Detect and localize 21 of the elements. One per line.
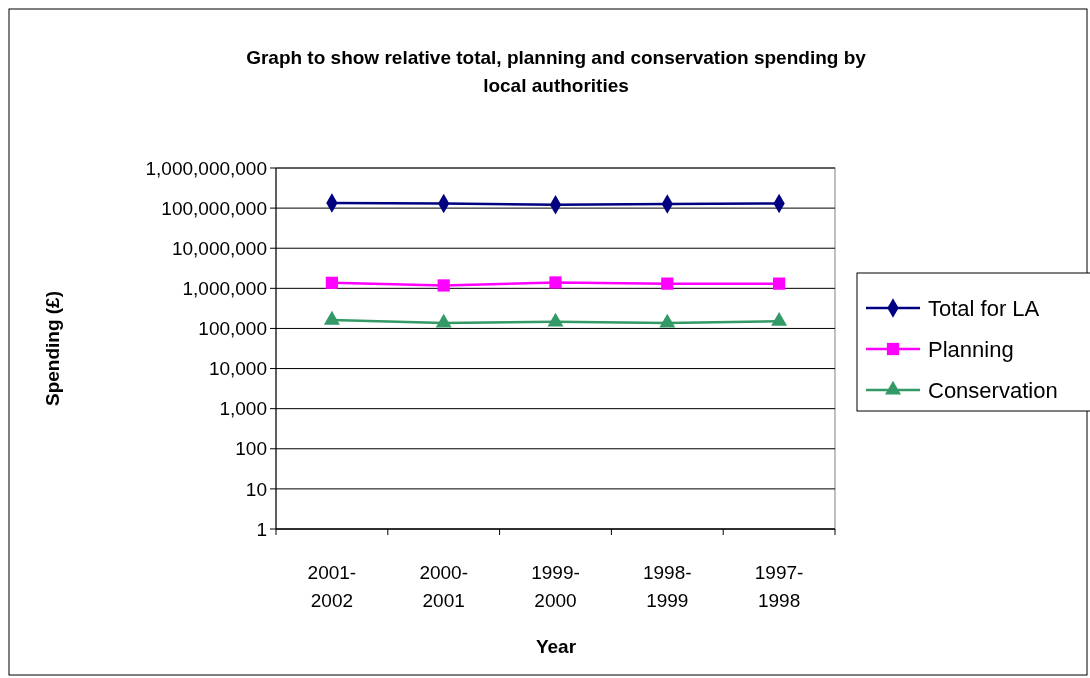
x-tick-label: 1999- 2000 [531,562,580,611]
chart-title: Graph to show relative total, planning and conservation spending by local authorities [246,47,867,96]
y-tick-label: 100 [235,438,267,460]
y-tick-label: 1,000,000,000 [145,157,267,179]
y-tick-label: 1 [256,518,267,540]
y-tick-label: 100,000,000 [161,197,267,219]
x-tick-label: 1997- 1998 [754,562,804,611]
y-tick-label: 1,000 [219,398,267,420]
y-tick-label: 10,000 [208,358,267,380]
legend-label: Total for LA [928,295,1040,321]
x-tick-label: 2001- 2002 [307,562,357,611]
x-tick-label: 2000- 2001 [419,562,468,611]
y-axis-title: Spending (£) [42,290,63,407]
y-tick-label: 10 [245,478,267,500]
x-axis-title: Year [535,636,577,657]
y-tick-label: 100,000 [198,318,267,340]
legend-label: Conservation [928,377,1058,403]
y-tick-label: 1,000,000 [182,277,267,299]
legend-label: Planning [928,336,1014,362]
x-tick-label: 1998- 1999 [643,562,692,611]
y-tick-label: 10,000,000 [171,237,267,259]
